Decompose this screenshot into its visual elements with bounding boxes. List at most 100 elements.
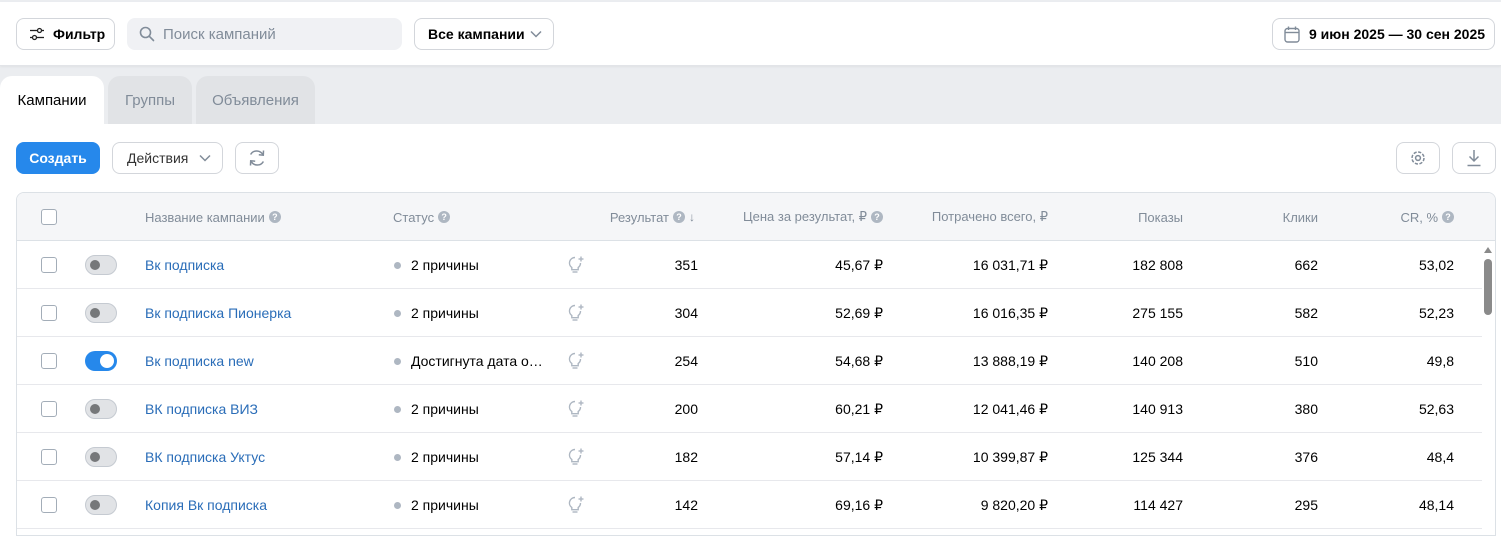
gear-icon xyxy=(1411,151,1425,165)
scroll-thumb[interactable] xyxy=(1484,259,1492,315)
campaign-type-select[interactable]: Все кампании xyxy=(414,18,554,50)
price-cell: 57,14 ₽ xyxy=(835,448,883,465)
lightbulb-icon[interactable] xyxy=(567,303,585,323)
spent-cell: 10 399,87 ₽ xyxy=(972,448,1048,465)
row-checkbox[interactable] xyxy=(41,497,57,513)
status-text: 2 причины xyxy=(411,305,479,321)
header-label: Цена за результат, ₽ xyxy=(743,209,867,224)
table-row[interactable]: ВК подписка ВИЗ 2 причины 200 60,21 ₽ 12… xyxy=(17,385,1482,433)
status-text: 2 причины xyxy=(411,497,479,513)
tab-groups[interactable]: Группы xyxy=(108,76,192,125)
search-input[interactable] xyxy=(163,25,393,43)
status-cell: 2 причины xyxy=(394,385,546,433)
campaign-toggle[interactable] xyxy=(85,495,117,515)
recommendation-cell xyxy=(567,289,585,337)
spent-cell: 13 888,19 ₽ xyxy=(972,352,1048,369)
lightbulb-icon[interactable] xyxy=(567,351,585,371)
search-icon xyxy=(139,26,155,42)
tab-campaigns[interactable]: Кампании xyxy=(0,76,104,125)
create-button[interactable]: Создать xyxy=(16,142,100,174)
row-select-cell xyxy=(41,385,57,433)
header-spent[interactable]: Потрачено всего, ₽ xyxy=(897,193,1048,241)
help-icon[interactable]: ? xyxy=(673,211,685,223)
header-cr[interactable]: CR, %? xyxy=(1347,193,1454,241)
campaign-toggle[interactable] xyxy=(85,351,117,371)
filter-button[interactable]: Фильтр xyxy=(16,18,115,50)
row-checkbox[interactable] xyxy=(41,401,57,417)
top-toolbar: Фильтр Все кампании 9 июн 2025 — 30 сен … xyxy=(0,2,1501,66)
campaign-name-link[interactable]: Вк подписка new xyxy=(145,353,254,369)
header-price[interactable]: Цена за результат, ₽? xyxy=(707,193,883,241)
help-icon[interactable]: ? xyxy=(438,211,451,223)
campaign-name-link[interactable]: Копия Вк подписка xyxy=(145,497,268,513)
tab-ads[interactable]: Объявления xyxy=(196,76,315,125)
campaign-toggle[interactable] xyxy=(85,447,117,467)
status-cell: 2 причины xyxy=(394,289,546,337)
table-row[interactable]: ВК подписка Уктус 2 причины 182 57,14 ₽ … xyxy=(17,433,1482,481)
result-cell: 351 xyxy=(674,257,698,273)
search-box[interactable] xyxy=(127,18,402,50)
campaign-name-link[interactable]: Вк подписка xyxy=(145,257,225,273)
table-row[interactable]: Вк подписка 2 причины 351 45,67 ₽ 16 031… xyxy=(17,241,1482,289)
table-row[interactable]: Вк подписка new Достигнута дата ос... 25… xyxy=(17,337,1482,385)
actions-label: Действия xyxy=(127,150,189,166)
help-icon[interactable]: ? xyxy=(1442,211,1454,223)
result-cell: 254 xyxy=(674,353,698,369)
calendar-icon xyxy=(1284,26,1300,43)
campaign-name-link[interactable]: ВК подписка ВИЗ xyxy=(145,401,258,417)
impressions-cell: 182 808 xyxy=(1132,257,1183,273)
header-status[interactable]: Статус? xyxy=(393,193,451,241)
row-checkbox[interactable] xyxy=(41,449,57,465)
help-icon[interactable]: ? xyxy=(268,211,281,223)
campaigns-table: Название кампании? Статус? Результат? ↓ Ц… xyxy=(16,192,1496,536)
lightbulb-icon[interactable] xyxy=(567,255,585,275)
cr-cell: 52,23 xyxy=(1418,305,1454,321)
table-settings-button[interactable] xyxy=(1396,142,1440,174)
table-header: Название кампании? Статус? Результат? ↓ Ц… xyxy=(17,193,1495,241)
vertical-scrollbar[interactable] xyxy=(1481,241,1495,535)
select-all-checkbox[interactable] xyxy=(41,209,57,225)
campaign-toggle[interactable] xyxy=(85,399,117,419)
header-label: Статус xyxy=(393,209,435,225)
impressions-cell: 114 427 xyxy=(1133,497,1183,513)
header-name[interactable]: Название кампании? xyxy=(145,193,281,241)
spent-cell: 16 016,35 ₽ xyxy=(972,304,1048,321)
tab-label: Группы xyxy=(125,92,175,109)
download-button[interactable] xyxy=(1452,142,1496,174)
row-checkbox[interactable] xyxy=(41,353,57,369)
status-cell: 2 причины xyxy=(394,481,546,529)
scroll-up-arrow[interactable] xyxy=(1484,247,1492,253)
tab-label: Кампании xyxy=(17,92,87,109)
status-text: 2 причины xyxy=(411,401,479,417)
lightbulb-icon[interactable] xyxy=(567,495,585,515)
header-label: Результат xyxy=(609,209,669,225)
campaign-toggle[interactable] xyxy=(85,255,117,275)
table-row[interactable]: Вк подписка Пионерка 2 причины 304 52,69… xyxy=(17,289,1482,337)
row-checkbox[interactable] xyxy=(41,257,57,273)
clicks-cell: 380 xyxy=(1294,401,1318,417)
impressions-cell: 275 155 xyxy=(1132,305,1183,321)
header-result[interactable]: Результат? ↓ xyxy=(577,193,695,241)
row-checkbox[interactable] xyxy=(41,305,57,321)
lightbulb-icon[interactable] xyxy=(567,399,585,419)
cr-cell: 52,63 xyxy=(1418,401,1454,417)
campaign-toggle[interactable] xyxy=(85,303,117,323)
actions-dropdown[interactable]: Действия xyxy=(112,142,223,174)
name-cell: Копия Вк подписка xyxy=(145,481,267,529)
campaign-name-link[interactable]: Вк подписка Пионерка xyxy=(145,305,292,321)
date-range-picker[interactable]: 9 июн 2025 — 30 сен 2025 xyxy=(1272,18,1495,50)
price-cell: 45,67 ₽ xyxy=(835,256,883,273)
clicks-cell: 376 xyxy=(1294,449,1318,465)
campaign-name-link[interactable]: ВК подписка Уктус xyxy=(145,449,266,465)
refresh-button[interactable] xyxy=(235,142,279,174)
help-icon[interactable]: ? xyxy=(871,211,883,223)
recommendation-cell xyxy=(567,481,585,529)
name-cell: ВК подписка Уктус xyxy=(145,433,265,481)
header-impressions[interactable]: Показы xyxy=(1077,193,1183,241)
header-clicks[interactable]: Клики xyxy=(1217,193,1318,241)
name-cell: Вк подписка new xyxy=(145,337,254,385)
table-row[interactable]: Копия Вк подписка 2 причины 142 69,16 ₽ … xyxy=(17,481,1482,529)
price-cell: 52,69 ₽ xyxy=(835,304,883,321)
recommendation-cell xyxy=(567,385,585,433)
lightbulb-icon[interactable] xyxy=(567,447,585,467)
